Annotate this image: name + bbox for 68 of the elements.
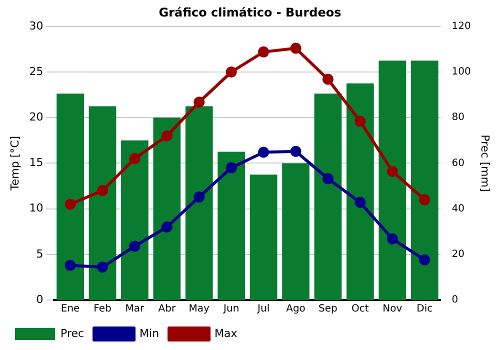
point [322, 173, 334, 184]
point [129, 240, 140, 252]
point [419, 254, 430, 266]
y2-tick-label: 120 [452, 20, 471, 32]
x-tick-label: Nov [382, 304, 402, 315]
y2-tick-label: 100 [452, 66, 471, 78]
chart-title: Gráfico climático - Burdeos [158, 5, 342, 20]
y2-tick-label: 80 [452, 112, 464, 124]
y-tick-label: 10 [29, 202, 44, 215]
legend-label: Max [214, 326, 238, 340]
bar [378, 60, 406, 300]
point [226, 162, 237, 174]
point [354, 196, 366, 208]
point [290, 42, 302, 54]
x-tick-label: Mar [125, 304, 146, 315]
x-tick-label: Ene [60, 304, 80, 315]
point [161, 222, 172, 233]
y-tick-label: 20 [29, 110, 44, 124]
bar [121, 140, 148, 300]
x-tick-label: Ago [286, 304, 306, 315]
y-axis-title: Temp [°C] [8, 136, 22, 192]
y2-tick-label: 0 [452, 294, 458, 306]
point [97, 185, 108, 196]
bar [218, 152, 246, 300]
x-tick-label: Jul [256, 304, 270, 315]
y2-axis-title: Prec [mm] [478, 134, 492, 192]
point [258, 46, 270, 58]
bar [185, 106, 213, 300]
point [194, 96, 205, 108]
point [97, 262, 108, 273]
point [354, 116, 366, 127]
x-tick-label: Jun [222, 304, 240, 315]
y-tick-label: 15 [29, 156, 44, 170]
x-tick-label: Oct [352, 304, 369, 315]
point [129, 153, 140, 164]
x-tick-label: Dic [416, 304, 433, 315]
point [64, 260, 76, 271]
y-tick-label: 5 [36, 247, 44, 260]
legend-label: Min [140, 326, 160, 340]
y2-tick-label: 60 [452, 158, 464, 169]
y-tick-label: 30 [29, 19, 44, 32]
x-tick-label: Abr [158, 304, 176, 315]
point [64, 198, 76, 210]
y-tick-label: 0 [36, 292, 44, 306]
point [258, 146, 270, 158]
point [226, 66, 237, 78]
bar [88, 106, 116, 300]
point [386, 166, 398, 177]
point [322, 74, 334, 85]
bar [410, 60, 438, 300]
x-tick-label: Feb [94, 304, 112, 315]
x-tick-label: Sep [318, 304, 338, 315]
point [386, 233, 398, 244]
x-tick-label: May [188, 304, 210, 315]
bar [346, 83, 374, 300]
y-tick-label: 25 [29, 64, 44, 78]
y2-tick-label: 40 [452, 203, 464, 214]
bar [56, 94, 84, 300]
bar [153, 118, 181, 300]
point [419, 194, 430, 206]
legend-label: Prec [60, 326, 84, 340]
bar [282, 163, 310, 300]
y2-tick-label: 20 [452, 248, 464, 260]
point [290, 146, 302, 157]
bar [250, 174, 278, 300]
point [161, 130, 172, 142]
bar [314, 94, 342, 300]
point [194, 191, 205, 202]
